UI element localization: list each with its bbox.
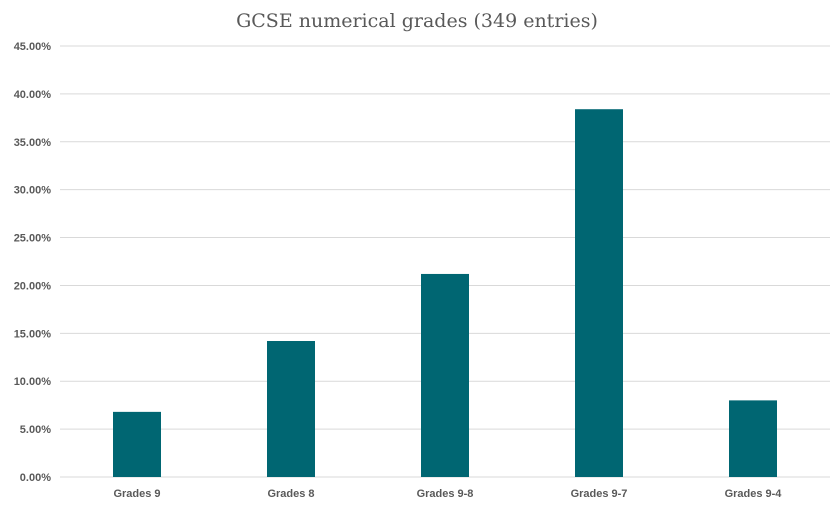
bar	[575, 109, 623, 478]
bars	[113, 109, 777, 478]
y-axis-ticks: 0.00% 5.00% 10.00% 15.00% 20.00% 25.00% 30.00%…	[14, 41, 52, 484]
y-tick-label: 5.00%	[20, 424, 51, 436]
bar	[729, 400, 777, 477]
y-tick-label: 35.00%	[14, 137, 52, 149]
x-tick-label: Grades 9-4	[725, 488, 783, 500]
y-tick-label: 25.00%	[14, 233, 52, 245]
chart-title: GCSE numerical grades (349 entries)	[236, 10, 598, 32]
x-axis-ticks: Grades 9 Grades 8 Grades 9-8 Grades 9-7 Grad…	[113, 488, 782, 500]
x-tick-label: Grades 9-8	[417, 488, 474, 500]
y-tick-label: 15.00%	[14, 328, 52, 340]
y-tick-label: 30.00%	[14, 185, 52, 197]
x-tick-label: Grades 9	[113, 488, 160, 500]
y-tick-label: 20.00%	[14, 280, 52, 292]
x-tick-label: Grades 9-7	[571, 488, 628, 500]
y-tick-label: 40.00%	[14, 89, 52, 101]
y-tick-label: 10.00%	[14, 376, 52, 388]
y-tick-label: 45.00%	[14, 41, 52, 53]
y-tick-label: 0.00%	[20, 472, 51, 484]
x-tick-label: Grades 8	[267, 488, 314, 500]
bar	[421, 273, 469, 477]
bar	[113, 411, 161, 477]
bar	[267, 340, 315, 477]
